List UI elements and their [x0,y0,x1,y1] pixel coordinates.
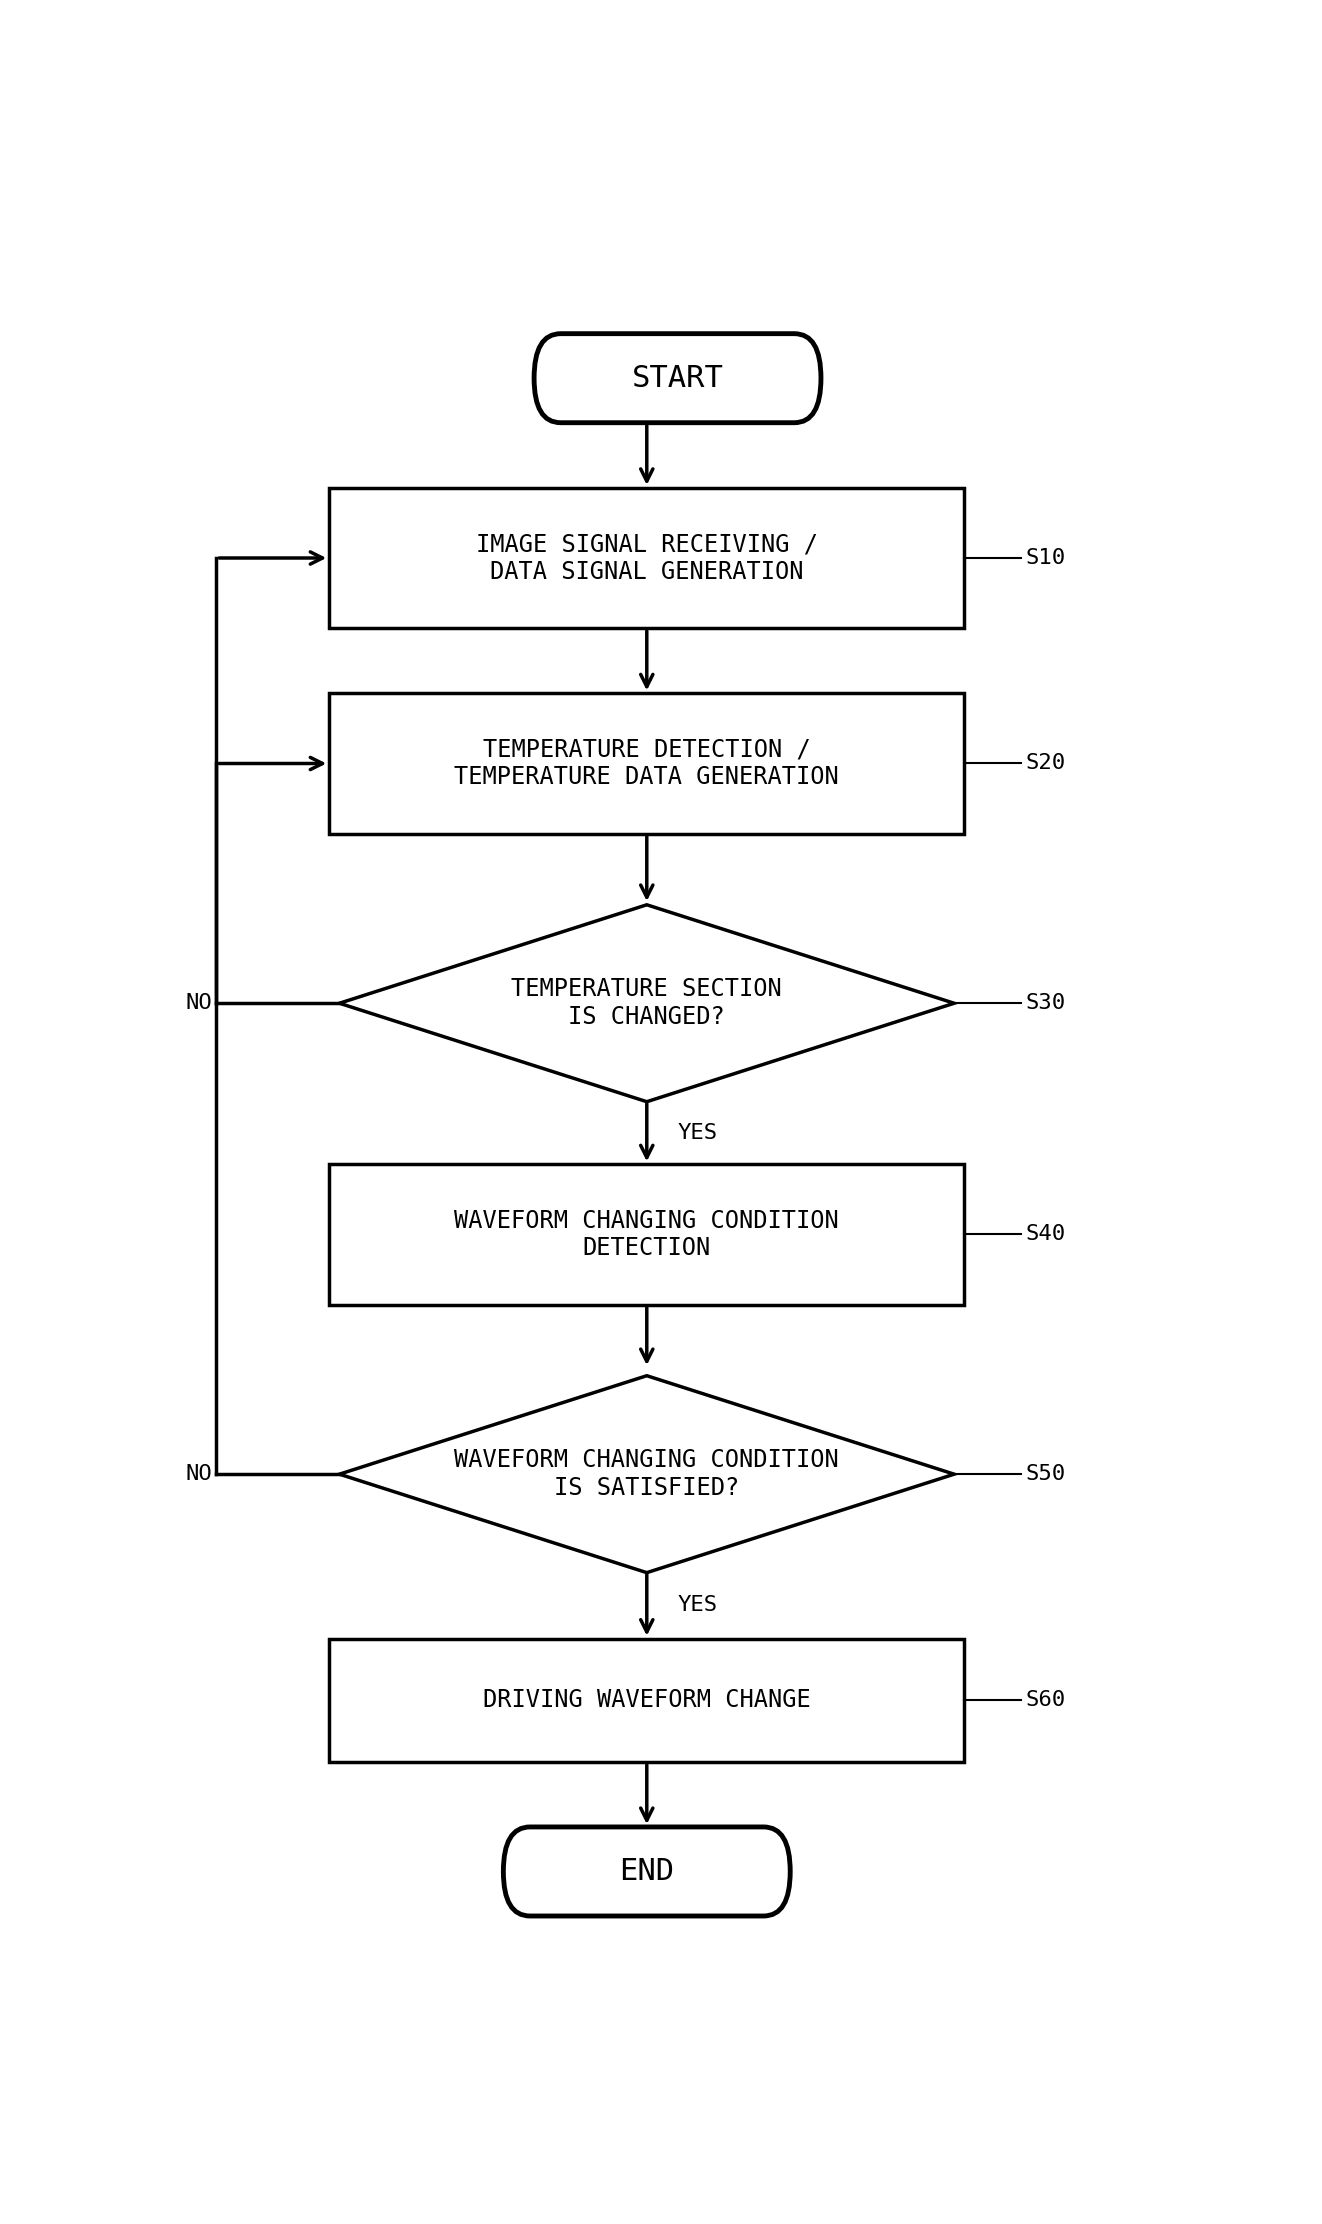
Text: END: END [619,1857,674,1886]
FancyBboxPatch shape [534,334,821,423]
Text: WAVEFORM CHANGING CONDITION
DETECTION: WAVEFORM CHANGING CONDITION DETECTION [455,1208,839,1261]
Bar [329,1639,965,1761]
Text: IMAGE SIGNAL RECEIVING /
DATA SIGNAL GENERATION: IMAGE SIGNAL RECEIVING / DATA SIGNAL GEN… [476,532,818,585]
Bar [329,694,965,834]
Text: START: START [632,365,723,394]
Text: YES: YES [677,1595,718,1615]
Bar [329,1163,965,1305]
Text: S60: S60 [1026,1690,1066,1710]
Text: S20: S20 [1026,754,1066,774]
Text: NO: NO [185,994,213,1014]
Text: DRIVING WAVEFORM CHANGE: DRIVING WAVEFORM CHANGE [483,1688,810,1712]
Bar [329,487,965,627]
Text: YES: YES [677,1123,718,1143]
Text: S50: S50 [1026,1463,1066,1483]
Text: S30: S30 [1026,994,1066,1014]
Text: TEMPERATURE DETECTION /
TEMPERATURE DATA GENERATION: TEMPERATURE DETECTION / TEMPERATURE DATA… [455,738,839,790]
Text: TEMPERATURE SECTION
IS CHANGED?: TEMPERATURE SECTION IS CHANGED? [512,976,783,1030]
Polygon shape [340,905,954,1101]
Polygon shape [340,1377,954,1572]
Text: WAVEFORM CHANGING CONDITION
IS SATISFIED?: WAVEFORM CHANGING CONDITION IS SATISFIED… [455,1448,839,1499]
Text: S10: S10 [1026,547,1066,567]
Text: S40: S40 [1026,1225,1066,1245]
Text: NO: NO [185,1463,213,1483]
FancyBboxPatch shape [504,1826,791,1917]
